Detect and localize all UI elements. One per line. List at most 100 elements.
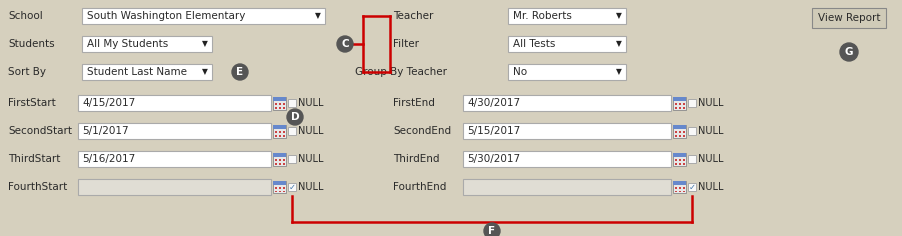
FancyBboxPatch shape [78, 123, 271, 139]
FancyBboxPatch shape [279, 131, 281, 132]
Text: View Report: View Report [817, 13, 879, 23]
FancyBboxPatch shape [678, 190, 680, 193]
Circle shape [483, 223, 500, 236]
Text: NULL: NULL [697, 182, 723, 192]
Text: C: C [341, 39, 348, 49]
Text: F: F [488, 226, 495, 236]
Text: Student Last Name: Student Last Name [87, 67, 187, 77]
FancyBboxPatch shape [678, 131, 680, 132]
Text: NULL: NULL [697, 126, 723, 136]
FancyBboxPatch shape [672, 97, 686, 101]
FancyBboxPatch shape [82, 8, 325, 24]
Text: SecondStart: SecondStart [8, 126, 72, 136]
Text: FourthEnd: FourthEnd [392, 182, 446, 192]
FancyBboxPatch shape [282, 190, 285, 193]
Text: 5/30/2017: 5/30/2017 [466, 154, 520, 164]
FancyBboxPatch shape [275, 135, 277, 136]
FancyBboxPatch shape [672, 125, 686, 138]
Text: Teacher: Teacher [392, 11, 433, 21]
Text: ThirdEnd: ThirdEnd [392, 154, 439, 164]
FancyBboxPatch shape [272, 97, 286, 101]
FancyBboxPatch shape [272, 125, 286, 128]
Text: ▼: ▼ [615, 39, 621, 49]
Text: ▼: ▼ [202, 39, 207, 49]
FancyBboxPatch shape [672, 152, 686, 165]
Text: 5/1/2017: 5/1/2017 [82, 126, 128, 136]
FancyBboxPatch shape [672, 125, 686, 128]
FancyBboxPatch shape [678, 135, 680, 136]
Text: ✓: ✓ [288, 182, 295, 191]
FancyBboxPatch shape [678, 106, 680, 109]
FancyBboxPatch shape [78, 151, 271, 167]
FancyBboxPatch shape [672, 97, 686, 110]
Text: South Washington Elementary: South Washington Elementary [87, 11, 245, 21]
FancyBboxPatch shape [675, 159, 676, 160]
Circle shape [839, 43, 857, 61]
FancyBboxPatch shape [678, 102, 680, 105]
FancyBboxPatch shape [288, 155, 296, 163]
FancyBboxPatch shape [272, 125, 286, 138]
FancyBboxPatch shape [675, 135, 676, 136]
FancyBboxPatch shape [279, 159, 281, 160]
FancyBboxPatch shape [463, 123, 670, 139]
Text: FirstStart: FirstStart [8, 98, 56, 108]
Text: NULL: NULL [697, 98, 723, 108]
FancyBboxPatch shape [811, 8, 885, 28]
FancyBboxPatch shape [272, 181, 286, 194]
FancyBboxPatch shape [675, 131, 676, 132]
FancyBboxPatch shape [682, 186, 685, 189]
Text: ▼: ▼ [615, 67, 621, 76]
FancyBboxPatch shape [675, 163, 676, 164]
Text: ThirdStart: ThirdStart [8, 154, 60, 164]
Circle shape [287, 109, 303, 125]
FancyBboxPatch shape [687, 99, 695, 107]
FancyBboxPatch shape [275, 186, 277, 189]
FancyBboxPatch shape [675, 186, 676, 189]
FancyBboxPatch shape [678, 159, 680, 160]
Text: FourthStart: FourthStart [8, 182, 67, 192]
FancyBboxPatch shape [272, 97, 286, 110]
FancyBboxPatch shape [282, 131, 285, 132]
FancyBboxPatch shape [463, 151, 670, 167]
Text: 4/15/2017: 4/15/2017 [82, 98, 135, 108]
FancyBboxPatch shape [288, 127, 296, 135]
FancyBboxPatch shape [279, 190, 281, 193]
FancyBboxPatch shape [272, 152, 286, 156]
FancyBboxPatch shape [678, 163, 680, 164]
Text: All My Students: All My Students [87, 39, 168, 49]
Text: ✓: ✓ [687, 182, 695, 191]
FancyBboxPatch shape [282, 159, 285, 160]
FancyBboxPatch shape [672, 181, 686, 185]
Text: No: No [512, 67, 527, 77]
FancyBboxPatch shape [288, 183, 296, 191]
Text: Students: Students [8, 39, 54, 49]
FancyBboxPatch shape [279, 186, 281, 189]
Circle shape [232, 64, 248, 80]
FancyBboxPatch shape [282, 102, 285, 105]
FancyBboxPatch shape [279, 135, 281, 136]
Circle shape [336, 36, 353, 52]
FancyBboxPatch shape [508, 8, 625, 24]
FancyBboxPatch shape [682, 131, 685, 132]
FancyBboxPatch shape [675, 190, 676, 193]
FancyBboxPatch shape [78, 179, 271, 195]
Text: FirstEnd: FirstEnd [392, 98, 435, 108]
Text: 4/30/2017: 4/30/2017 [466, 98, 520, 108]
FancyBboxPatch shape [687, 155, 695, 163]
FancyBboxPatch shape [288, 99, 296, 107]
FancyBboxPatch shape [463, 95, 670, 111]
FancyBboxPatch shape [675, 106, 676, 109]
Text: G: G [843, 47, 852, 57]
FancyBboxPatch shape [682, 102, 685, 105]
Text: 5/15/2017: 5/15/2017 [466, 126, 520, 136]
FancyBboxPatch shape [282, 163, 285, 164]
FancyBboxPatch shape [682, 106, 685, 109]
FancyBboxPatch shape [282, 106, 285, 109]
FancyBboxPatch shape [682, 190, 685, 193]
FancyBboxPatch shape [682, 135, 685, 136]
FancyBboxPatch shape [282, 186, 285, 189]
FancyBboxPatch shape [279, 102, 281, 105]
Text: NULL: NULL [298, 154, 323, 164]
Text: ▼: ▼ [202, 67, 207, 76]
FancyBboxPatch shape [275, 190, 277, 193]
